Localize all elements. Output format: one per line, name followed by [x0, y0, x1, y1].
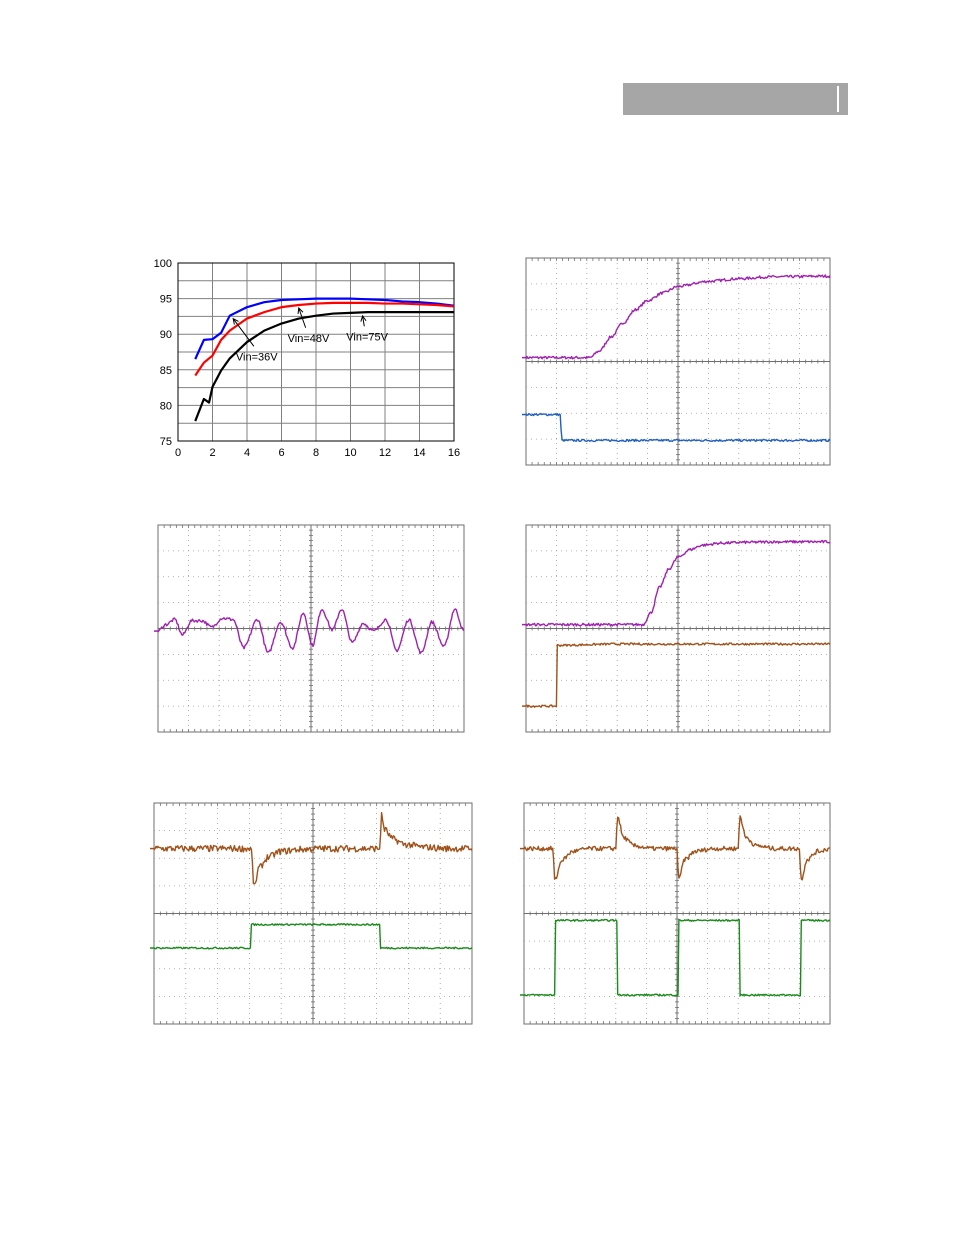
annotation-label: Vin=75V — [346, 331, 388, 343]
y-tick-label: 80 — [160, 400, 172, 412]
x-tick-label: 6 — [278, 447, 284, 459]
x-tick-label: 10 — [344, 447, 356, 459]
x-tick-label: 8 — [313, 447, 319, 459]
y-tick-label: 90 — [160, 329, 172, 341]
annotation-label: Vin=48V — [288, 333, 330, 345]
annotation-arrow — [362, 315, 365, 327]
transient-scope-1-svg — [150, 802, 473, 1025]
series-line — [194, 301, 455, 377]
y-tick-label: 85 — [160, 365, 172, 377]
series-line — [194, 297, 455, 360]
scope-trace — [523, 815, 831, 881]
startup-scope-1 — [520, 255, 838, 471]
ripple-scope — [150, 522, 472, 738]
startup-scope-2 — [520, 522, 838, 738]
x-tick-label: 12 — [379, 447, 391, 459]
startup-scope-2-svg — [522, 524, 831, 733]
transient-scope-2 — [516, 800, 838, 1030]
annotation-arrowhead — [297, 306, 304, 315]
header-bar — [623, 83, 848, 115]
x-tick-label: 14 — [413, 447, 425, 459]
series-line — [194, 311, 454, 422]
annotation-arrowhead — [360, 314, 367, 322]
scope-trace — [525, 412, 831, 443]
annotation-arrowhead — [232, 317, 239, 325]
scope-trace — [525, 539, 831, 627]
x-tick-label: 4 — [244, 447, 250, 459]
x-tick-label: 16 — [448, 447, 460, 459]
scope-trace — [525, 642, 831, 708]
plot-frame — [177, 262, 455, 442]
scope-trace — [153, 811, 473, 885]
annotation-arrow — [232, 318, 255, 347]
y-tick-label: 75 — [160, 436, 172, 448]
scope-trace — [525, 274, 831, 360]
efficiency-chart-svg: 0 2 4 6 8 10 12 14 16 75 80 85 90 95 100 Vin=36V Vin=48V… — [154, 258, 460, 459]
annotation-arrow — [298, 307, 307, 328]
y-tick-label: 100 — [154, 258, 172, 270]
transient-scope-2-svg — [520, 802, 831, 1025]
scope-trace — [523, 918, 831, 997]
x-tick-label: 0 — [175, 447, 181, 459]
efficiency-chart: 0 2 4 6 8 10 12 14 16 75 80 85 90 95 100 Vin=36V Vin=48V… — [150, 255, 470, 470]
ripple-scope-svg — [154, 524, 465, 733]
startup-scope-1-svg — [522, 257, 831, 466]
header-bar-divider — [837, 86, 839, 112]
transient-scope-1 — [148, 800, 478, 1030]
y-tick-label: 95 — [160, 294, 172, 306]
annotation-label: Vin=36V — [236, 351, 278, 363]
x-tick-label: 2 — [209, 447, 215, 459]
scope-trace — [157, 608, 465, 655]
scope-trace — [153, 922, 473, 950]
